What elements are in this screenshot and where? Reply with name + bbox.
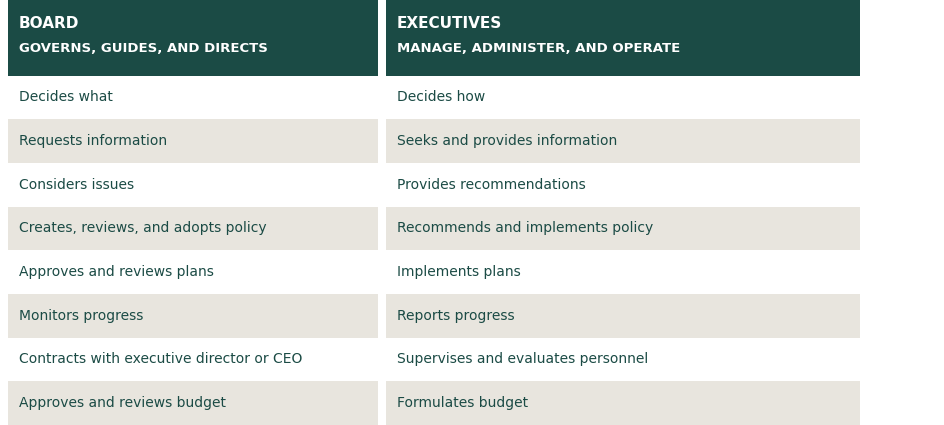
Bar	[8, 76, 378, 119]
Bar	[8, 250, 378, 294]
Text: Provides recommendations: Provides recommendations	[396, 178, 585, 192]
Bar	[8, 294, 378, 337]
Text: Implements plans: Implements plans	[396, 265, 520, 279]
Bar	[8, 119, 378, 163]
Bar	[385, 76, 859, 119]
Text: BOARD: BOARD	[19, 16, 79, 31]
Text: Approves and reviews budget: Approves and reviews budget	[19, 396, 226, 410]
Text: Requests information: Requests information	[19, 134, 167, 148]
Text: Decides how: Decides how	[396, 91, 484, 105]
Text: EXECUTIVES: EXECUTIVES	[396, 16, 501, 31]
Bar	[8, 0, 378, 76]
Text: Supervises and evaluates personnel: Supervises and evaluates personnel	[396, 352, 648, 366]
Bar	[8, 337, 378, 381]
Bar	[385, 294, 859, 337]
Bar	[8, 381, 378, 425]
Bar	[385, 119, 859, 163]
Text: MANAGE, ADMINISTER, AND OPERATE: MANAGE, ADMINISTER, AND OPERATE	[396, 42, 680, 55]
Text: Approves and reviews plans: Approves and reviews plans	[19, 265, 213, 279]
Text: Decides what: Decides what	[19, 91, 112, 105]
Text: GOVERNS, GUIDES, AND DIRECTS: GOVERNS, GUIDES, AND DIRECTS	[19, 42, 267, 55]
Text: Contracts with executive director or CEO: Contracts with executive director or CEO	[19, 352, 302, 366]
Text: Seeks and provides information: Seeks and provides information	[396, 134, 616, 148]
Bar	[385, 0, 859, 76]
Bar	[8, 207, 378, 250]
Text: Monitors progress: Monitors progress	[19, 309, 143, 323]
Bar	[385, 207, 859, 250]
Bar	[385, 250, 859, 294]
Bar	[385, 337, 859, 381]
Text: Reports progress: Reports progress	[396, 309, 514, 323]
Text: Considers issues: Considers issues	[19, 178, 134, 192]
Bar	[385, 381, 859, 425]
Text: Creates, reviews, and adopts policy: Creates, reviews, and adopts policy	[19, 221, 266, 235]
Bar	[8, 163, 378, 207]
Bar	[385, 163, 859, 207]
Text: Recommends and implements policy: Recommends and implements policy	[396, 221, 652, 235]
Text: Formulates budget: Formulates budget	[396, 396, 528, 410]
